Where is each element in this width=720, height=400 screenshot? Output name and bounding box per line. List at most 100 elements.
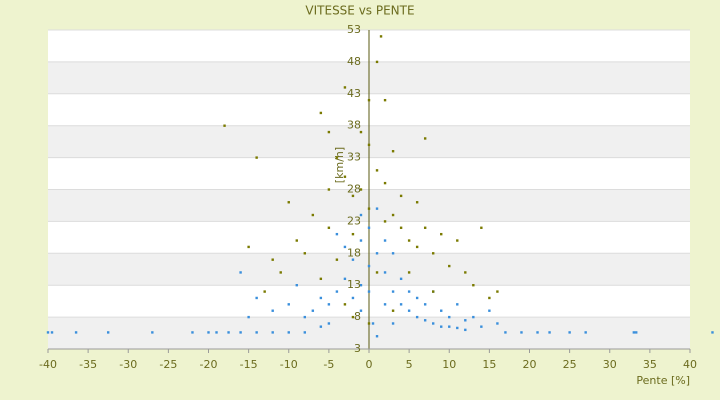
data-point [379,35,383,38]
data-point [407,290,411,293]
data-point [303,315,306,319]
data-point [287,303,290,306]
data-point [263,290,266,293]
data-point [632,331,636,334]
data-point [383,220,387,223]
data-point [391,309,395,312]
data-point [440,232,443,236]
x-tick-label: -20 [200,358,218,371]
data-point [375,252,379,255]
data-point [504,331,507,334]
data-point [343,175,347,178]
data-point [456,239,459,242]
data-point [407,271,411,274]
x-tick-label: -30 [119,358,137,371]
data-point [391,322,395,325]
data-point [383,98,387,102]
data-point [239,331,242,334]
data-point [215,331,218,334]
data-point [536,331,539,334]
data-point [488,309,491,312]
data-point [207,331,210,334]
data-point [496,322,499,325]
data-point [303,252,306,255]
data-point [359,284,363,287]
data-point [351,232,355,236]
y-tick-label: 13 [347,278,361,291]
data-point [327,130,331,134]
data-point [456,303,459,306]
data-point [367,290,371,293]
data-point [303,331,306,334]
data-point [106,331,110,334]
data-point [432,290,435,293]
data-point [448,264,451,268]
data-point [383,181,387,185]
data-point [335,232,339,236]
data-point [335,156,339,159]
x-tick-label: -40 [39,358,57,371]
data-point [399,277,403,281]
data-point [367,98,371,102]
y-tick-label: 53 [347,23,361,36]
data-point [383,239,387,242]
x-tick-label: -25 [159,358,177,371]
data-point [391,252,395,255]
data-point [472,315,475,319]
x-tick-label: 15 [482,358,496,371]
x-tick-label: -10 [280,358,298,371]
data-point [375,169,379,172]
data-point [480,325,483,328]
y-tick-label: 23 [347,214,361,227]
x-tick-label: -5 [323,358,334,371]
data-point [227,331,230,334]
x-tick-label: 25 [563,358,577,371]
data-point [472,284,475,287]
data-point [343,303,347,306]
data-point [423,303,427,306]
data-point [311,309,315,312]
data-point [343,277,347,281]
data-point [423,226,427,229]
data-point [367,207,371,210]
data-point [295,239,298,242]
data-point [375,271,379,274]
data-point [520,331,523,334]
y-tick-label: 8 [354,310,361,323]
data-point [191,331,194,334]
data-point [407,309,411,312]
data-point [351,258,355,261]
data-point [375,60,379,64]
x-tick-label: 0 [366,358,373,371]
x-tick-label: 10 [442,358,456,371]
data-point [464,328,467,332]
data-point [440,309,443,312]
data-point [711,331,714,334]
data-point [319,296,323,300]
x-tick-label: 30 [603,358,617,371]
data-point [319,111,323,115]
data-point [50,331,54,334]
data-point [327,303,331,306]
data-point [423,137,427,140]
data-point [311,213,315,217]
data-point [343,86,347,89]
data-point [327,322,331,325]
data-point [343,245,347,249]
data-point [367,264,371,268]
data-point [287,331,290,334]
data-point [383,271,387,274]
data-point [375,335,379,338]
data-point [351,296,355,300]
data-point [464,271,467,274]
x-tick-label: 35 [643,358,657,371]
data-point [399,226,403,229]
data-point [432,252,435,255]
x-tick-label: 40 [683,358,697,371]
x-tick-label: -15 [240,358,258,371]
data-point [488,296,491,300]
y-tick-label: 18 [347,246,361,259]
x-tick-label: 20 [523,358,537,371]
data-point [375,207,379,210]
data-point [359,188,363,191]
